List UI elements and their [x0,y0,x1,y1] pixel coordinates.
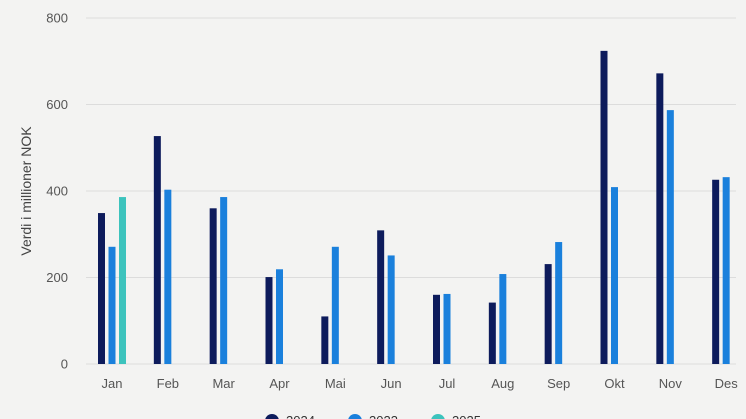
x-tick-label: Aug [491,376,514,391]
legend: 2024 2023 2025 [265,413,481,419]
y-tick-label: 200 [46,270,68,285]
x-tick-label: Okt [604,376,625,391]
x-tick-label: Feb [157,376,179,391]
bar-2023-apr [276,269,283,364]
bar-2024-des [712,179,720,364]
grid-lines [86,17,736,365]
bar-2024-sep [544,264,552,364]
y-tick-label: 400 [46,184,68,199]
legend-item-2023[interactable]: 2023 [348,413,398,419]
bar-2024-aug [488,302,496,364]
bar-2024-mai [321,316,329,364]
x-tick-label: Jul [439,376,456,391]
y-tick-label: 600 [46,97,68,112]
bar-2023-mai [331,246,339,364]
legend-label: 2024 [286,413,315,419]
legend-marker [431,414,445,419]
bar-2025-jan [119,197,126,364]
x-tick-label: Apr [269,376,290,391]
legend-item-2024[interactable]: 2024 [265,413,315,419]
bar-2024-nov [656,73,664,365]
bar-2023-sep [555,242,563,364]
y-axis-label: Verdi i millioner NOK [18,126,34,256]
y-axis-ticks: 0 200 400 600 800 [46,11,68,372]
legend-item-2025[interactable]: 2025 [431,413,481,419]
bar-2023-jun [387,255,395,364]
x-tick-label: Sep [547,376,570,391]
bar-2023-nov [666,110,674,364]
bars [98,50,730,365]
bar-2024-mar [209,208,217,364]
y-tick-label: 0 [61,357,68,372]
legend-label: 2025 [452,413,481,419]
legend-marker [265,414,279,419]
legend-label: 2023 [369,413,398,419]
legend-marker [348,414,362,419]
bar-2023-feb [164,189,172,364]
x-tick-label: Des [715,376,739,391]
x-tick-label: Jan [102,376,123,391]
x-tick-label: Nov [659,376,683,391]
bar-2024-jan [98,213,105,364]
x-tick-label: Mar [212,376,235,391]
bar-2023-des [722,177,730,364]
bar-2023-mar [220,197,228,364]
y-tick-label: 800 [46,11,68,26]
bar-2023-okt [611,187,618,364]
bar-2024-jun [377,230,385,364]
bar-2024-apr [265,277,273,364]
bar-2023-jul [443,293,451,364]
x-tick-label: Mai [325,376,346,391]
x-tick-label: Jun [381,376,402,391]
x-axis-ticks: Jan Feb Mar Apr Mai Jun Jul Aug Sep Okt Nov Des [102,376,739,391]
bar-2024-okt [600,50,608,365]
bar-2023-jan [108,246,116,364]
bar-2023-aug [499,274,507,364]
bar-2024-feb [153,136,161,364]
bar-2024-jul [433,294,440,364]
